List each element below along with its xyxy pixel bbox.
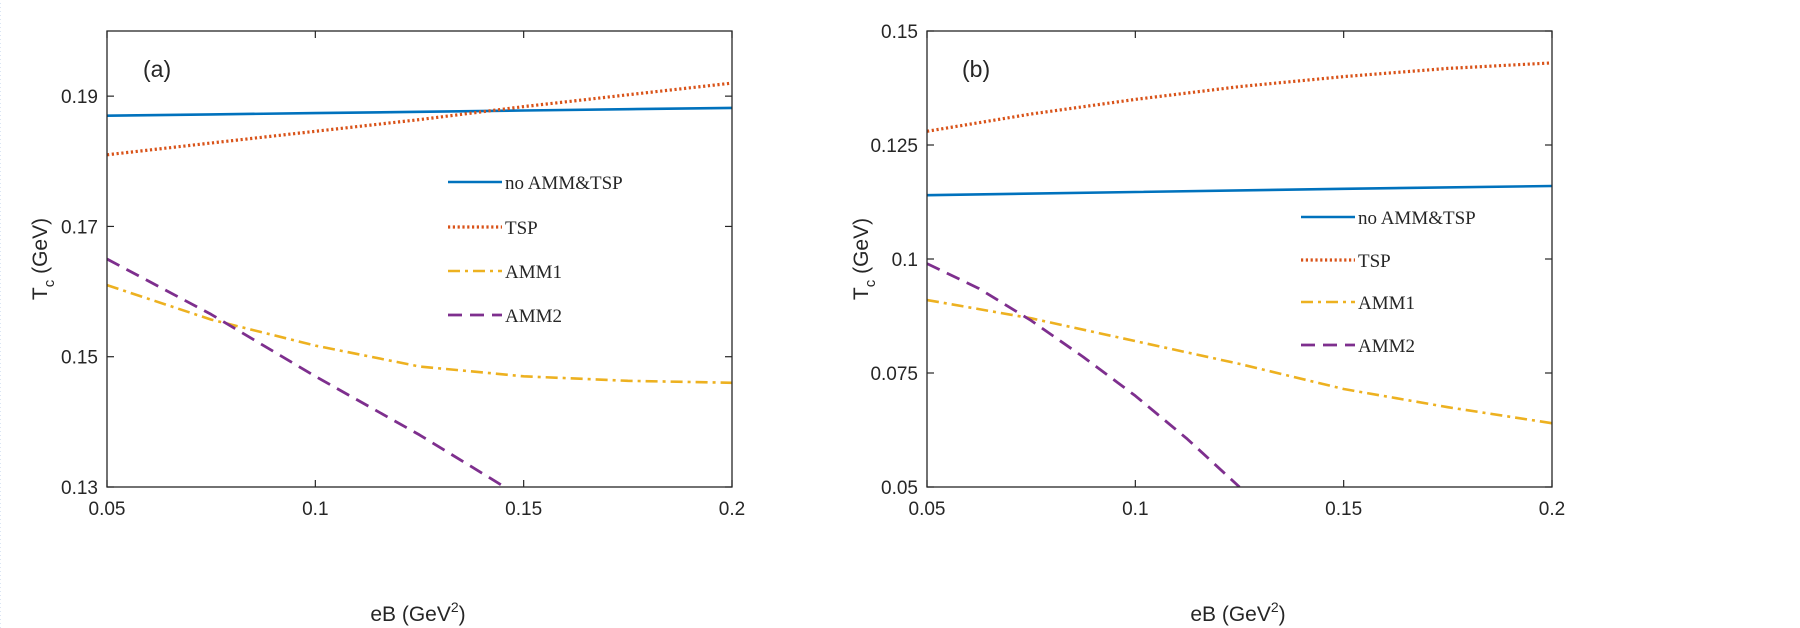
x-axis-label-end-b: )	[1279, 603, 1286, 626]
series-line-amm2-a	[107, 257, 508, 487]
x-axis-label-b: eB (GeV2)	[1190, 599, 1285, 626]
y-tick-label-b: 0.15	[881, 22, 918, 43]
y-tick-label-b: 0.125	[870, 136, 918, 157]
y-axis-label-sub-b: c	[862, 279, 879, 287]
x-axis-label-sup-a: 2	[451, 599, 459, 615]
x-axis-label-a: eB (GeV2)	[370, 599, 465, 626]
panel-label-a: (a)	[143, 56, 171, 82]
series-line-tsp-b	[927, 61, 1552, 133]
y-tick-label-a: 0.17	[61, 217, 98, 238]
plot-area-a	[107, 31, 732, 487]
series-line-amm1-b	[927, 298, 1552, 425]
y-axis-label-end-b: (GeV)	[850, 218, 873, 280]
ticks-layer-a: 0.05 0.1 0.15 0.2 0.13 0.15 0.17 0.19	[61, 31, 745, 520]
series-line-no-amm-tsp-a	[107, 106, 732, 117]
series-layer-b	[927, 61, 1552, 487]
y-tick-label-a: 0.15	[61, 348, 98, 369]
series-line-tsp-a	[107, 81, 732, 157]
x-axis-label-end-a: )	[459, 603, 466, 626]
x-tick-label-a: 0.1	[302, 499, 328, 520]
y-axis-label-a: Tc (GeV)	[29, 218, 58, 300]
legend-label-amm1-b: AMM1	[1358, 293, 1415, 314]
legend-label-no-amm-tsp-a: no AMM&TSP	[505, 173, 623, 194]
x-tick-label-b: 0.05	[909, 499, 946, 520]
x-tick-label-a: 0.2	[719, 499, 745, 520]
y-axis-label-end-a: (GeV)	[29, 218, 52, 280]
y-axis-label-main-b: T	[850, 287, 873, 300]
axes-box-a	[106, 30, 733, 488]
series-line-amm2-b	[927, 262, 1241, 487]
y-tick-label-b: 0.05	[881, 478, 918, 499]
legend-b: no AMM&TSP TSP AMM1 AMM2	[1301, 208, 1476, 357]
legend-label-amm1-a: AMM1	[505, 262, 562, 283]
series-line-amm1-a	[107, 283, 732, 385]
legend-label-no-amm-tsp-b: no AMM&TSP	[1358, 208, 1476, 229]
y-tick-label-b: 0.1	[892, 250, 918, 271]
panel-a: 0.05 0.1 0.15 0.2 0.13 0.15 0.17 0.19 (a) no AM…	[29, 30, 745, 626]
y-axis-label-main-a: T	[29, 287, 52, 300]
series-line-no-amm-tsp-b	[927, 184, 1552, 197]
x-tick-label-b: 0.15	[1325, 499, 1362, 520]
x-axis-label-main-b: eB (GeV	[1190, 603, 1271, 626]
y-tick-label-b: 0.075	[870, 364, 918, 385]
legend-label-tsp-a: TSP	[505, 218, 538, 239]
plot-area-b	[927, 31, 1552, 487]
legend-label-amm2-b: AMM2	[1358, 336, 1415, 357]
x-axis-label-main-a: eB (GeV	[370, 603, 451, 626]
y-axis-label-sub-a: c	[41, 279, 58, 287]
legend-label-amm2-a: AMM2	[505, 306, 562, 327]
x-tick-label-b: 0.1	[1122, 499, 1148, 520]
panel-label-b: (b)	[962, 56, 990, 82]
y-tick-label-a: 0.19	[61, 87, 98, 108]
x-tick-label-a: 0.05	[89, 499, 126, 520]
x-axis-label-sup-b: 2	[1271, 599, 1279, 615]
legend-a: no AMM&TSP TSP AMM1 AMM2	[448, 173, 623, 327]
x-tick-label-a: 0.15	[505, 499, 542, 520]
ticks-layer-b: 0.05 0.1 0.15 0.2 0.05 0.075 0.1 0.125 0.15	[870, 22, 1565, 520]
series-layer-a	[107, 81, 732, 487]
y-axis-label-b: Tc (GeV)	[850, 218, 879, 300]
legend-label-tsp-b: TSP	[1358, 251, 1391, 272]
y-tick-label-a: 0.13	[61, 478, 98, 499]
x-tick-label-b: 0.2	[1539, 499, 1565, 520]
